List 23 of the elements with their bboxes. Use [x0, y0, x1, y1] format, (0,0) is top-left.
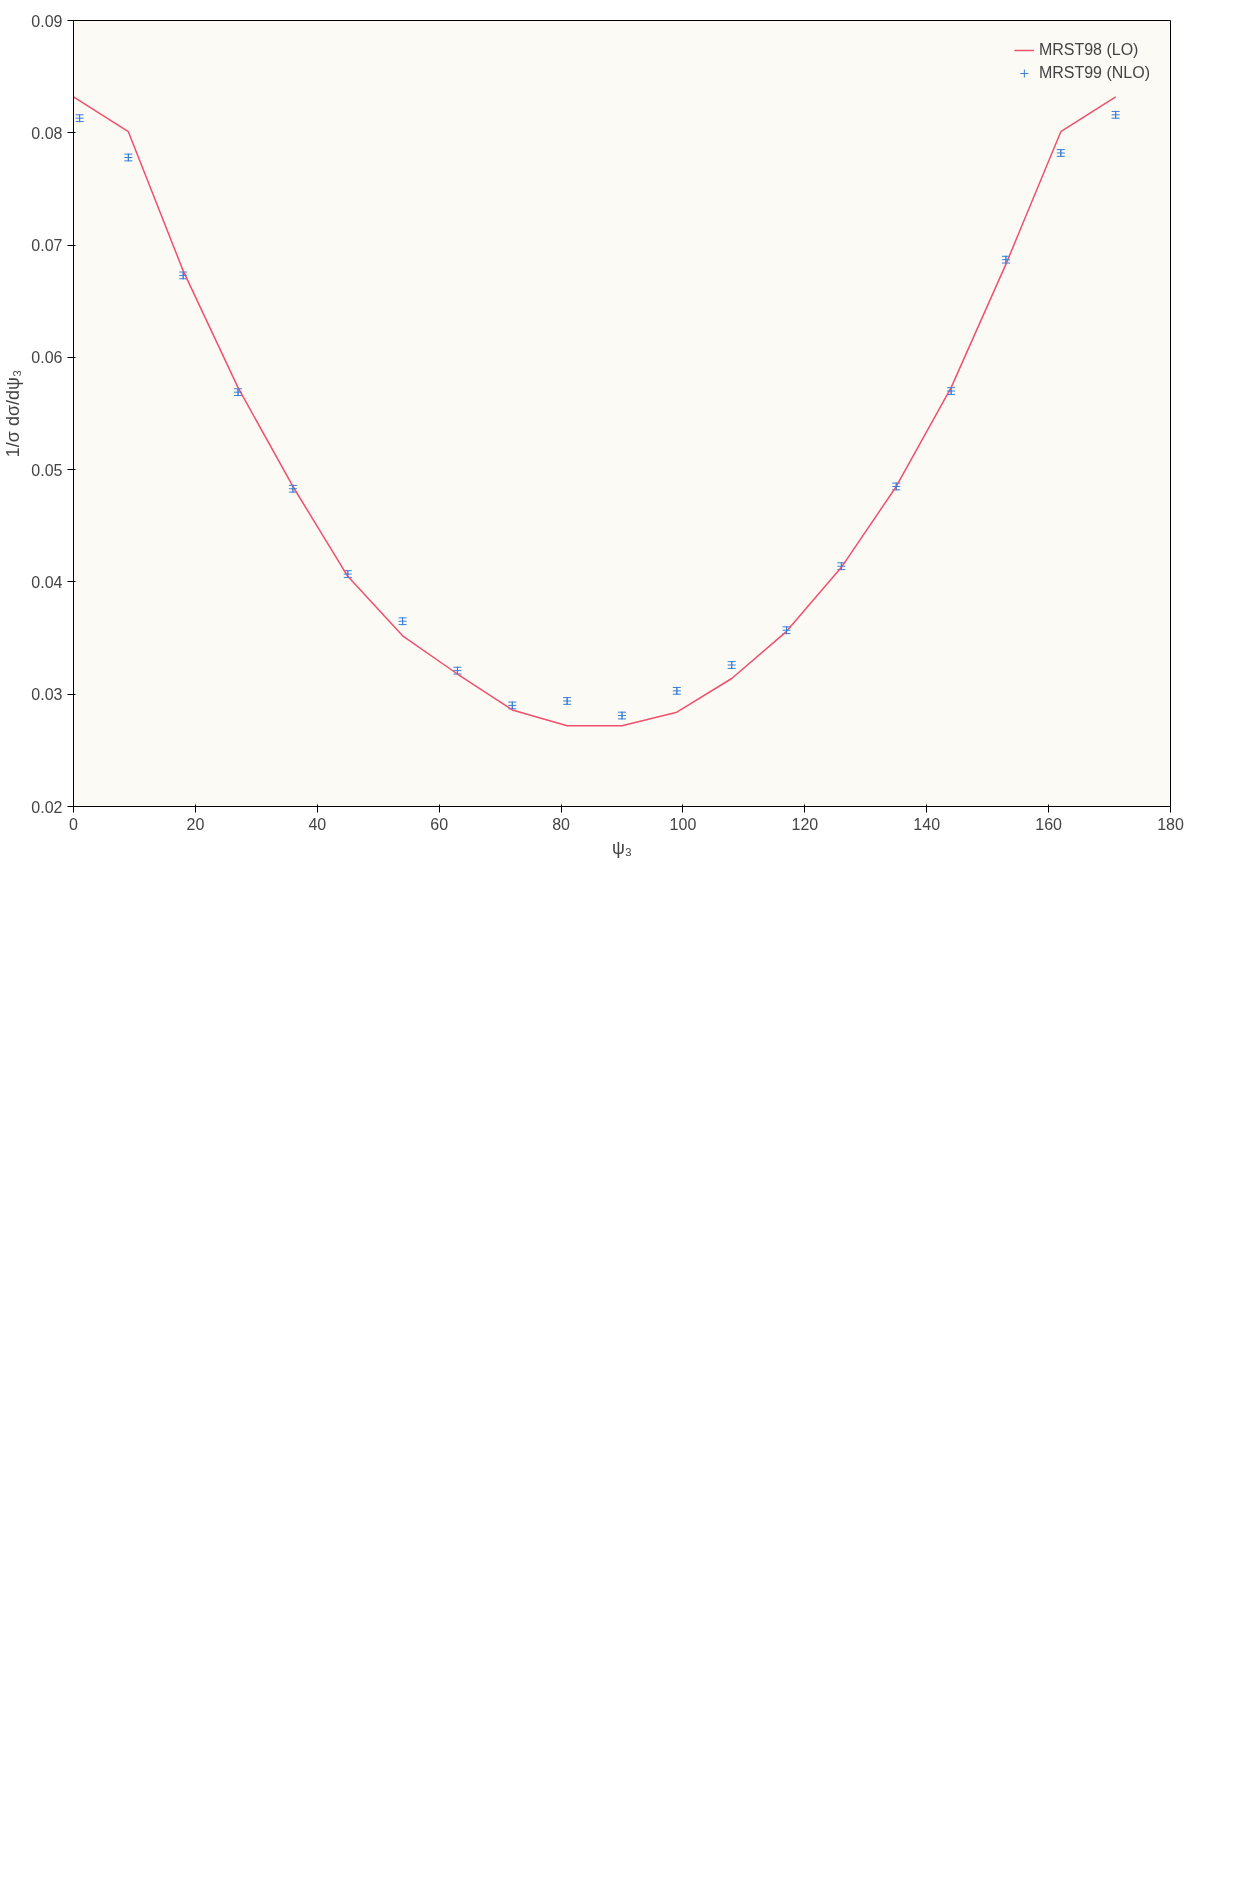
- legend-label: MRST98 (LO): [1038, 41, 1139, 59]
- legend-label: MRST99 (NLO): [1038, 64, 1150, 82]
- y-tick-label: 0.02: [31, 798, 63, 816]
- x-tick-label: 100: [669, 815, 697, 833]
- x-tick-label: 0: [69, 815, 79, 833]
- x-tick-label: 40: [308, 815, 327, 833]
- y-tick-label: 0.04: [31, 573, 63, 591]
- y-tick-label: 0.07: [31, 237, 63, 255]
- y-tick-label: 0.08: [31, 124, 63, 142]
- y-tick-label: 0.06: [31, 349, 63, 367]
- x-axis-title: ψ₃: [611, 837, 633, 858]
- line-series: [73, 96, 1117, 727]
- x-tick-label: 180: [1157, 815, 1184, 833]
- x-tick-label: 140: [913, 815, 941, 833]
- x-tick-label: 160: [1035, 815, 1063, 833]
- y-tick-label: 0.05: [31, 461, 63, 479]
- x-tick-label: 20: [186, 815, 205, 833]
- x-tick-label: 80: [552, 815, 571, 833]
- y-axis-title: 1/σ dσ/dψ₃: [3, 369, 24, 458]
- x-tick-label: 120: [791, 815, 819, 833]
- y-tick-label: 0.09: [31, 12, 63, 30]
- y-tick-label: 0.03: [31, 686, 63, 704]
- x-tick-label: 60: [430, 815, 449, 833]
